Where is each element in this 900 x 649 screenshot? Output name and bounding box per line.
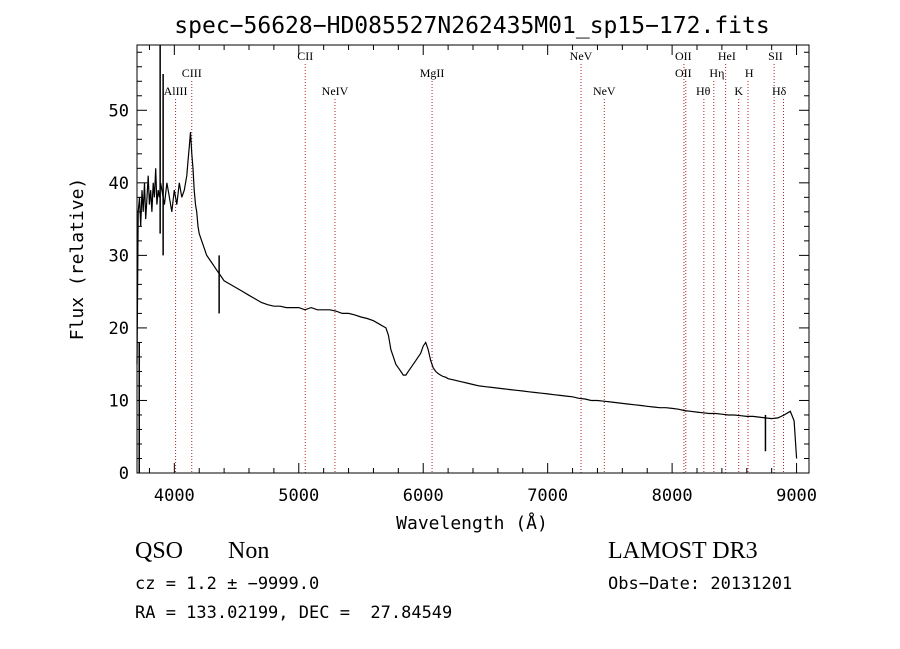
x-tick-label: 5000 — [278, 486, 319, 506]
line-marker-label: NeV — [593, 84, 616, 98]
line-marker-label: Hθ — [696, 84, 711, 98]
observation-date: Obs−Date: 20131201 — [608, 574, 793, 594]
x-axis-label: Wavelength (Å) — [396, 512, 548, 534]
line-marker-label: CIII — [182, 66, 202, 80]
line-marker-label: H — [745, 66, 754, 80]
y-axis-label: Flux (relative) — [67, 178, 88, 341]
x-tick-label: 4000 — [154, 486, 195, 506]
y-tick-label: 30 — [109, 246, 129, 266]
y-tick-label: 20 — [109, 319, 129, 339]
line-marker-label: AlIII — [164, 84, 188, 98]
line-marker-label: NeV — [570, 49, 593, 63]
line-marker-label: OII — [675, 66, 692, 80]
line-marker-label: SII — [768, 49, 783, 63]
line-marker-label: K — [734, 84, 743, 98]
line-marker-label: MgII — [420, 66, 445, 80]
line-marker-label: CII — [297, 49, 313, 63]
y-tick-label: 10 — [109, 391, 129, 411]
redshift-cz: cz = 1.2 ± −9999.0 — [135, 574, 320, 594]
plot-frame — [136, 44, 810, 474]
emission-line-markers: AlIII CIII CII NeIV MgII NeV NeV OII OII Hθ Hη HeI K… — [164, 49, 787, 473]
line-marker-label: NeIV — [322, 84, 349, 98]
y-tick-label: 50 — [109, 101, 129, 121]
y-tick-label: 0 — [119, 464, 129, 484]
coordinates: RA = 133.02199, DEC = 27.84549 — [135, 603, 453, 623]
chart-title: spec−56628−HD085527N262435M01_sp15−172.f… — [174, 13, 769, 39]
survey-name: LAMOST DR3 — [608, 538, 758, 564]
x-tick-label: 6000 — [403, 486, 444, 506]
spectrum-line — [136, 132, 798, 459]
y-tick-label: 40 — [109, 174, 129, 194]
line-marker-label: Hδ — [772, 84, 787, 98]
x-tick-label: 8000 — [652, 486, 693, 506]
object-class: QSO — [135, 538, 184, 564]
axes: 4000 5000 6000 7000 8000 9000 0 10 20 30 40 50 — [109, 44, 817, 506]
line-marker-label: HeI — [718, 49, 736, 63]
x-tick-label: 7000 — [527, 486, 568, 506]
line-marker-label: OII — [675, 49, 692, 63]
plot-area — [136, 45, 798, 473]
object-subclass: Non — [228, 538, 270, 564]
x-tick-label: 9000 — [776, 486, 817, 506]
line-marker-label: Hη — [709, 66, 724, 80]
